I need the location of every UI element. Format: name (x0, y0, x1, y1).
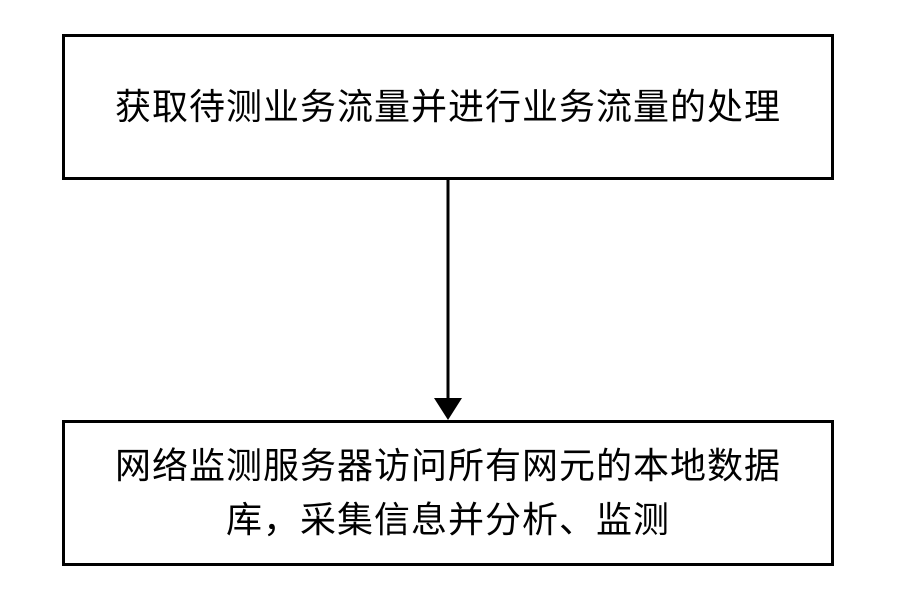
node-step-2: 网络监测服务器访问所有网元的本地数据库，采集信息并分析、监测 (62, 420, 834, 566)
flowchart-canvas: 获取待测业务流量并进行业务流量的处理 网络监测服务器访问所有网元的本地数据库，采… (0, 0, 899, 613)
node-step-1: 获取待测业务流量并进行业务流量的处理 (62, 34, 834, 180)
arrowhead-n1-n2 (434, 398, 462, 420)
node-step-1-text: 获取待测业务流量并进行业务流量的处理 (115, 80, 781, 134)
node-step-2-text: 网络监测服务器访问所有网元的本地数据库，采集信息并分析、监测 (85, 439, 811, 547)
